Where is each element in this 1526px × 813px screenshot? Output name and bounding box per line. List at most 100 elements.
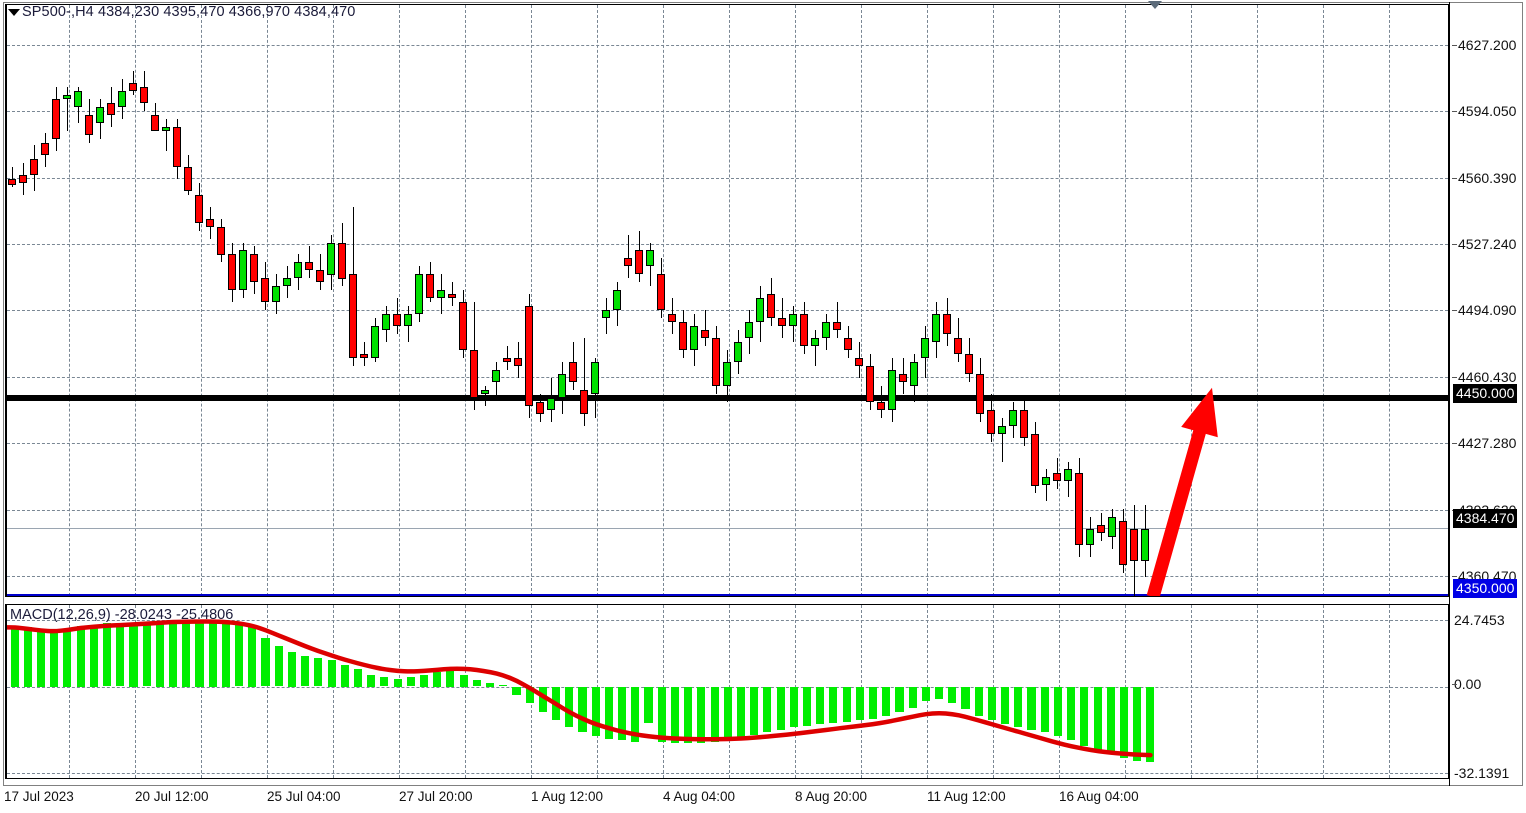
candle-body bbox=[921, 338, 929, 358]
macd-histogram-bar bbox=[578, 686, 587, 733]
time-axis-label: 16 Aug 04:00 bbox=[1059, 789, 1139, 804]
candle-wick bbox=[12, 166, 13, 187]
main-chart-frame bbox=[5, 4, 1449, 597]
macd-histogram-bar bbox=[697, 686, 706, 744]
candle-body bbox=[85, 115, 93, 135]
macd-plot-area[interactable] bbox=[7, 605, 1448, 778]
candle-body bbox=[954, 338, 962, 354]
macd-histogram-bar bbox=[670, 686, 680, 744]
support-level-line[interactable] bbox=[7, 593, 1448, 596]
macd-histogram-bar bbox=[89, 624, 98, 687]
candle-wick bbox=[881, 385, 882, 418]
macd-histogram-bar bbox=[736, 686, 746, 738]
gridline-horizontal bbox=[7, 45, 1448, 46]
candle-body bbox=[998, 426, 1006, 434]
candle-body bbox=[745, 322, 753, 338]
support-price-tag[interactable]: 4350.000 bbox=[1453, 579, 1518, 598]
candle-body bbox=[459, 302, 467, 350]
price-axis-label: 4594.050 bbox=[1458, 103, 1517, 119]
gridline-vertical bbox=[201, 605, 202, 778]
macd-histogram-bar bbox=[76, 626, 85, 687]
candle-body bbox=[481, 390, 489, 394]
candle-body bbox=[976, 374, 984, 414]
price-axis[interactable]: 4627.200 4594.050 4560.390 4527.240 4494.090… bbox=[1452, 0, 1526, 813]
candle-body bbox=[723, 362, 731, 386]
gridline-vertical bbox=[729, 5, 730, 596]
macd-histogram-bar bbox=[842, 686, 851, 722]
macd-histogram-bar bbox=[261, 638, 270, 687]
resistance-price-tag[interactable]: 4450.000 bbox=[1453, 384, 1518, 403]
macd-axis-label: 24.7453 bbox=[1454, 612, 1505, 628]
price-plot-area[interactable] bbox=[7, 5, 1448, 596]
candle-body bbox=[811, 338, 819, 346]
candle-wick bbox=[1046, 469, 1047, 502]
candle-body bbox=[338, 243, 346, 279]
macd-histogram-bar bbox=[406, 677, 415, 687]
macd-histogram-bar bbox=[948, 686, 957, 703]
candle-body bbox=[536, 402, 544, 414]
macd-histogram-bar bbox=[935, 686, 944, 699]
time-axis-label: 4 Aug 04:00 bbox=[663, 789, 736, 804]
triangle-down-marker-icon bbox=[1148, 1, 1162, 9]
candle-body bbox=[195, 195, 203, 223]
macd-histogram-bar bbox=[36, 630, 46, 687]
candle-body bbox=[888, 370, 896, 410]
macd-histogram-bar bbox=[169, 620, 178, 687]
candle-wick bbox=[1002, 417, 1003, 462]
macd-histogram-bar bbox=[816, 686, 825, 725]
macd-histogram-bar bbox=[208, 620, 217, 687]
candle-body bbox=[1130, 529, 1138, 561]
macd-indicator-label: MACD(12,26,9) -28.0243 -25.4806 bbox=[10, 607, 234, 623]
gridline-horizontal bbox=[7, 576, 1448, 578]
gridline-vertical bbox=[597, 5, 598, 596]
candle-body bbox=[8, 179, 16, 185]
gridline-vertical bbox=[1323, 5, 1324, 596]
candle-body bbox=[250, 254, 258, 282]
macd-histogram-bar bbox=[1040, 686, 1049, 733]
candle-body bbox=[734, 342, 742, 362]
macd-histogram-bar bbox=[855, 686, 864, 721]
macd-histogram-bar bbox=[525, 686, 534, 703]
macd-histogram-bar bbox=[631, 686, 640, 742]
gridline-vertical bbox=[1257, 605, 1258, 778]
time-axis-label: 25 Jul 04:00 bbox=[267, 789, 341, 804]
time-axis[interactable]: 17 Jul 2023 20 Jul 12:00 25 Jul 04:00 27 Ju… bbox=[0, 787, 1526, 813]
candle-body bbox=[1020, 410, 1028, 438]
macd-histogram-bar bbox=[750, 686, 759, 735]
current-price-tag[interactable]: 4384.470 bbox=[1453, 509, 1518, 528]
macd-histogram-bar bbox=[221, 622, 230, 687]
candle-body bbox=[162, 127, 170, 131]
gridline-horizontal bbox=[7, 178, 1448, 179]
candle-body bbox=[492, 370, 500, 382]
macd-histogram-bar bbox=[103, 623, 112, 687]
current-price-line[interactable] bbox=[7, 528, 1448, 530]
gridline-vertical bbox=[333, 605, 334, 778]
gridline-vertical bbox=[1125, 5, 1126, 596]
candle-wick bbox=[837, 302, 838, 339]
candle-body bbox=[965, 354, 973, 374]
candle-body bbox=[140, 87, 148, 103]
candle-body bbox=[987, 410, 995, 434]
candle-body bbox=[382, 314, 390, 330]
gridline-vertical bbox=[267, 605, 268, 778]
macd-histogram-bar bbox=[1014, 686, 1023, 727]
candle-body bbox=[30, 159, 38, 175]
triangle-down-icon[interactable] bbox=[8, 9, 20, 16]
candle-body bbox=[151, 115, 159, 131]
gridline-vertical bbox=[399, 5, 400, 596]
candle-body bbox=[657, 274, 665, 310]
candle-body bbox=[855, 358, 863, 366]
macd-histogram-bar bbox=[129, 624, 138, 687]
price-axis-label: 4494.090 bbox=[1458, 302, 1517, 318]
macd-histogram-bar bbox=[1133, 686, 1142, 761]
gridline-horizontal bbox=[7, 773, 1448, 774]
candle-body bbox=[217, 227, 225, 255]
candle-body bbox=[833, 322, 841, 330]
bullish-arrow[interactable] bbox=[7, 5, 1448, 596]
macd-histogram-bar bbox=[10, 626, 19, 687]
macd-histogram-bar bbox=[723, 686, 732, 741]
gridline-vertical bbox=[333, 5, 334, 596]
macd-histogram-bar bbox=[802, 686, 812, 726]
macd-histogram-bar bbox=[987, 686, 996, 721]
